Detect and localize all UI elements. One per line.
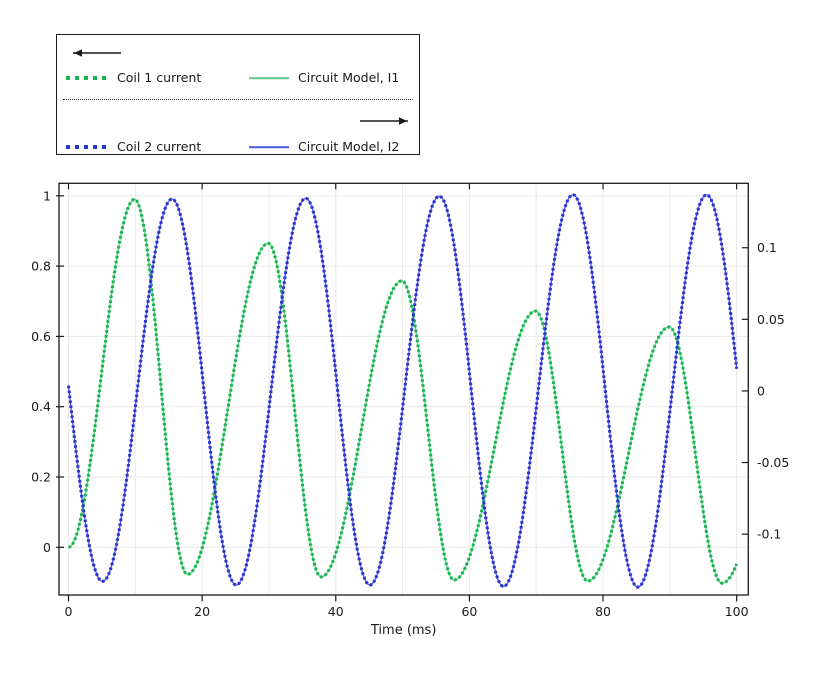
coil1-dotted-swatch-icon xyxy=(66,76,106,80)
legend-label-coil2: Coil 2 current xyxy=(117,139,202,154)
tick-label-y-right: -0.05 xyxy=(757,455,789,470)
legend: Coil 1 current Circuit Model, I1 Coil 2 … xyxy=(56,34,420,155)
left-axis-arrow-icon xyxy=(73,49,121,57)
legend-label-coil1: Coil 1 current xyxy=(117,70,202,85)
legend-label-circuit-model-i2: Circuit Model, I2 xyxy=(298,139,400,154)
right-axis-arrow-icon xyxy=(360,117,408,125)
tick-label-y-right: 0.1 xyxy=(757,240,777,255)
tick-label-y-left: 0.6 xyxy=(31,329,51,344)
plot-border xyxy=(58,182,749,596)
tick-label-y-left: 1 xyxy=(43,188,51,203)
circuit-model-i1-line-swatch-icon xyxy=(249,77,289,79)
tick-label-x: 80 xyxy=(595,604,611,619)
tick-label-y-right: -0.1 xyxy=(757,527,781,542)
x-axis-title: Time (ms) xyxy=(370,623,437,638)
legend-separator xyxy=(63,99,413,100)
legend-label-circuit-model-i1: Circuit Model, I1 xyxy=(298,70,400,85)
tick-label-y-left: 0.4 xyxy=(31,399,51,414)
tick-label-x: 20 xyxy=(194,604,210,619)
tick-label-x: 60 xyxy=(461,604,477,619)
tick-label-y-right: 0.05 xyxy=(757,312,785,327)
tick-label-y-right: 0 xyxy=(757,383,765,398)
tick-label-x: 40 xyxy=(328,604,344,619)
tick-label-y-left: 0.8 xyxy=(31,259,51,274)
tick-label-x: 100 xyxy=(725,604,749,619)
tick-label-x: 0 xyxy=(65,604,73,619)
series-dots-1 xyxy=(66,193,739,589)
circuit-model-i2-line-swatch-icon xyxy=(249,146,289,148)
series-line-0 xyxy=(68,198,738,584)
coil2-dotted-swatch-icon xyxy=(66,145,106,149)
tick-label-y-left: 0.2 xyxy=(31,470,51,485)
tick-label-y-left: 0 xyxy=(43,540,51,555)
